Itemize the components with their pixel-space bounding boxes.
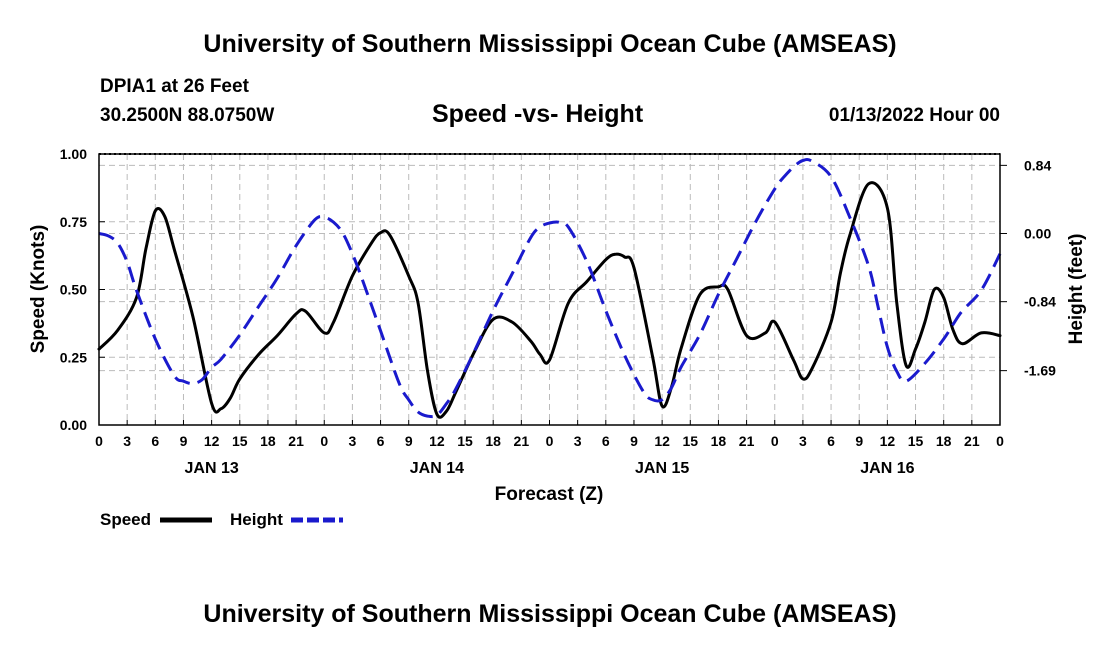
legend-speed-label: Speed xyxy=(100,510,151,529)
x-tick-label: 3 xyxy=(123,433,131,449)
y2-tick-label: 0.00 xyxy=(1024,226,1051,242)
x-tick-label: 21 xyxy=(514,433,530,449)
y-tick-label: 0.75 xyxy=(60,214,87,230)
coordinates-label: 30.2500N 88.0750W xyxy=(100,105,275,126)
axis-ticks: 0 3 6 9 12 15 18 21 0 3 6 9 12 15 18 21 0 3 6 9 12 15 18 21 0 3 6 9… xyxy=(60,146,1056,477)
x-tick-label: 6 xyxy=(377,433,385,449)
x-tick-label: 18 xyxy=(936,433,952,449)
x-tick-label: 15 xyxy=(908,433,924,449)
x-tick-label: 15 xyxy=(682,433,698,449)
speed-height-chart: 0 3 6 9 12 15 18 21 0 3 6 9 12 15 18 21 0 3 6 9 12 15 18 21 0 3 6 9… xyxy=(28,146,1087,529)
x-tick-label: 0 xyxy=(546,433,554,449)
height-series-line xyxy=(98,158,1002,419)
date-label: JAN 16 xyxy=(860,460,914,477)
y-axis-label: Speed (Knots) xyxy=(28,225,49,354)
x-tick-label: 6 xyxy=(827,433,835,449)
x-tick-label: 21 xyxy=(964,433,980,449)
y-tick-label: 0.00 xyxy=(60,417,87,433)
y2-tick-label: -1.69 xyxy=(1024,363,1056,379)
x-tick-label: 12 xyxy=(880,433,896,449)
y2-tick-label: -0.84 xyxy=(1024,294,1056,310)
forecast-timestamp: 01/13/2022 Hour 00 xyxy=(828,105,1000,126)
grid-lines xyxy=(99,154,1000,425)
y2-tick-label: 0.84 xyxy=(1024,157,1051,173)
x-tick-label: 6 xyxy=(602,433,610,449)
x-tick-label: 15 xyxy=(232,433,248,449)
x-tick-label: 0 xyxy=(320,433,328,449)
date-label: JAN 13 xyxy=(185,460,239,477)
y-tick-label: 1.00 xyxy=(60,146,87,162)
y-tick-label: 0.25 xyxy=(60,349,87,365)
x-tick-label: 18 xyxy=(260,433,276,449)
x-tick-label: 18 xyxy=(711,433,727,449)
x-tick-label: 3 xyxy=(574,433,582,449)
x-tick-label: 18 xyxy=(485,433,501,449)
x-tick-label: 3 xyxy=(799,433,807,449)
station-label: DPIA1 at 26 Feet xyxy=(100,76,249,97)
legend-height-label: Height xyxy=(230,510,283,529)
date-label: JAN 14 xyxy=(410,460,464,477)
footer-title: University of Southern Mississippi Ocean… xyxy=(203,600,897,628)
x-tick-label: 21 xyxy=(288,433,304,449)
y2-axis-label: Height (feet) xyxy=(1066,234,1087,345)
series-layer xyxy=(97,158,1002,419)
legend: Speed Height xyxy=(100,510,343,529)
date-label: JAN 15 xyxy=(635,460,689,477)
chart-title: Speed -vs- Height xyxy=(432,100,644,128)
x-tick-label: 3 xyxy=(349,433,357,449)
x-tick-label: 0 xyxy=(95,433,103,449)
x-tick-label: 9 xyxy=(180,433,188,449)
x-tick-label: 12 xyxy=(654,433,670,449)
x-tick-label: 15 xyxy=(457,433,473,449)
x-tick-label: 6 xyxy=(151,433,159,449)
x-tick-label: 21 xyxy=(739,433,755,449)
speed-series-line xyxy=(97,181,1002,419)
x-tick-label: 9 xyxy=(405,433,413,449)
x-tick-label: 12 xyxy=(204,433,220,449)
x-tick-label: 0 xyxy=(996,433,1004,449)
x-tick-label: 9 xyxy=(855,433,863,449)
x-tick-label: 9 xyxy=(630,433,638,449)
x-tick-label: 0 xyxy=(771,433,779,449)
y-tick-label: 0.50 xyxy=(60,282,87,298)
x-tick-label: 12 xyxy=(429,433,445,449)
x-axis-label: Forecast (Z) xyxy=(495,484,604,505)
page-title: University of Southern Mississippi Ocean… xyxy=(203,30,897,58)
